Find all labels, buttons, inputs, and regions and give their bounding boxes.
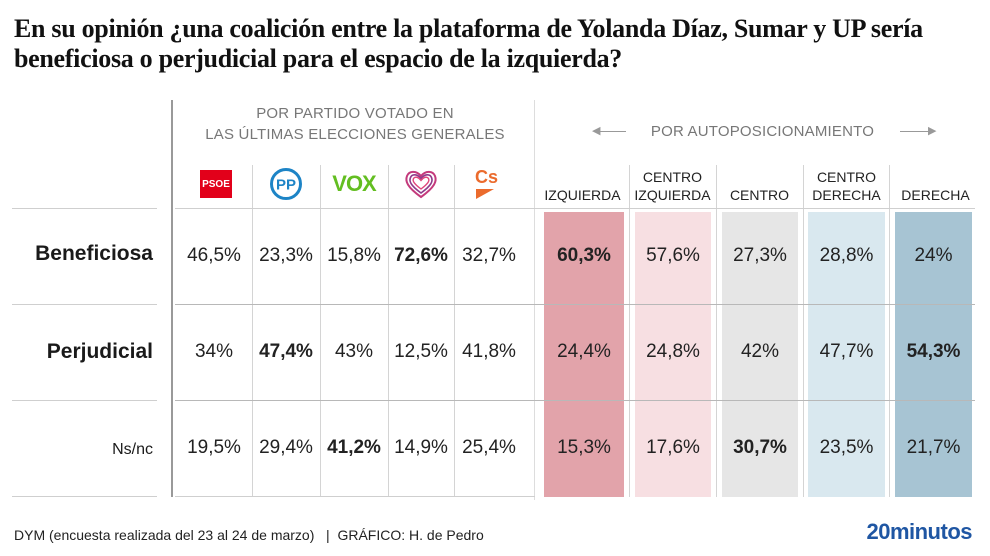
col-divider xyxy=(454,165,455,497)
svg-text:Cs: Cs xyxy=(475,167,498,187)
party-value-cell: 32,7% xyxy=(462,245,516,266)
col-divider xyxy=(629,165,630,497)
group-header-line1: POR PARTIDO VOTADO EN xyxy=(256,105,454,122)
position-value-cell: 27,3% xyxy=(733,245,787,266)
party-value-cell: 41,2% xyxy=(327,437,381,458)
position-value-cell: 24,4% xyxy=(557,341,611,362)
col-divider xyxy=(320,165,321,497)
row-divider xyxy=(12,400,157,401)
psoe-logo: PSOE xyxy=(200,170,232,198)
position-value-cell: 21,7% xyxy=(906,437,961,458)
party-value-cell: 72,6% xyxy=(394,245,448,266)
band-centro-derecha xyxy=(808,212,885,497)
pp-logo: PP xyxy=(269,168,302,200)
band-izquierda xyxy=(544,212,624,497)
arrow-left-line xyxy=(598,131,626,132)
up-heart-logo xyxy=(405,170,437,199)
position-value-cell: 60,3% xyxy=(557,245,611,266)
position-value-cell: 24,8% xyxy=(646,341,700,362)
col-divider xyxy=(803,165,804,497)
chart-title: En su opinión ¿una coalición entre la pl… xyxy=(14,14,923,73)
position-value-cell: 47,7% xyxy=(819,341,874,362)
band-centro xyxy=(722,212,798,497)
row-divider xyxy=(175,208,975,209)
position-value-cell: 28,8% xyxy=(819,245,874,266)
party-value-cell: 15,8% xyxy=(327,245,381,266)
position-header-centro-derecha: CENTRO DERECHA xyxy=(812,169,881,203)
party-value-cell: 23,3% xyxy=(259,245,313,266)
row-divider xyxy=(12,304,157,305)
party-value-cell: 19,5% xyxy=(187,437,241,458)
row-divider xyxy=(175,400,975,401)
party-value-cell: 25,4% xyxy=(462,437,516,458)
party-value-cell: 46,5% xyxy=(187,245,241,266)
brand-logo: 20minutos xyxy=(866,519,972,544)
group-header-by-position: POR AUTOPOSICIONAMIENTO xyxy=(650,123,875,140)
party-value-cell: 41,8% xyxy=(462,341,516,362)
row-label-beneficiosa: Beneficiosa xyxy=(35,242,153,265)
group-header-line2: LAS ÚLTIMAS ELECCIONES GENERALES xyxy=(205,126,505,143)
group-header-by-party: POR PARTIDO VOTADO EN LAS ÚLTIMAS ELECCI… xyxy=(175,103,535,145)
footer-source: DYM (encuesta realizada del 23 al 24 de … xyxy=(14,527,484,543)
position-header-derecha: DERECHA xyxy=(901,187,970,203)
col-divider xyxy=(252,165,253,497)
position-value-cell: 30,7% xyxy=(733,437,787,458)
row-label-perjudicial: Perjudicial xyxy=(46,340,153,363)
row-divider xyxy=(12,496,157,497)
svg-text:PP: PP xyxy=(275,177,295,194)
party-value-cell: 47,4% xyxy=(259,341,313,362)
position-header-centro: CENTRO xyxy=(729,187,790,203)
position-value-cell: 17,6% xyxy=(646,437,700,458)
band-derecha xyxy=(895,212,972,497)
col-divider xyxy=(388,165,389,497)
vox-logo: VOX xyxy=(332,171,376,196)
party-value-cell: 29,4% xyxy=(259,437,313,458)
band-centro-izquierda xyxy=(635,212,711,497)
divider-labels xyxy=(171,100,173,497)
party-logo-up xyxy=(388,160,454,208)
party-value-cell: 34% xyxy=(194,341,234,362)
row-divider xyxy=(175,304,975,305)
party-logo-vox: VOX xyxy=(320,160,388,208)
row-divider xyxy=(175,496,535,497)
party-value-cell: 12,5% xyxy=(394,341,448,362)
position-value-cell: 42% xyxy=(740,341,780,362)
party-value-cell: 43% xyxy=(334,341,374,362)
arrow-right-line xyxy=(900,131,930,132)
arrow-right-icon: ▶ xyxy=(928,125,937,137)
position-value-cell: 23,5% xyxy=(819,437,874,458)
arrow-left-icon: ◀ xyxy=(592,125,601,137)
col-divider xyxy=(889,165,890,497)
position-value-cell: 15,3% xyxy=(557,437,611,458)
party-logo-psoe: PSOE xyxy=(181,160,251,208)
party-logo-cs: Cs xyxy=(454,160,524,208)
divider-position-group xyxy=(534,100,535,500)
position-value-cell: 57,6% xyxy=(646,245,700,266)
position-header-izquierda: IZQUIERDA xyxy=(544,187,621,203)
position-value-cell: 24% xyxy=(914,245,953,266)
cs-logo: Cs xyxy=(475,167,498,199)
position-value-cell: 54,3% xyxy=(906,341,961,362)
row-label-nsnc: Ns/nc xyxy=(112,441,153,458)
party-logo-pp: PP xyxy=(251,160,320,208)
row-divider xyxy=(12,208,157,209)
position-header-centro-izquierda: CENTRO IZQUIERDA xyxy=(634,169,711,203)
party-value-cell: 14,9% xyxy=(394,437,448,458)
col-divider xyxy=(716,165,717,497)
